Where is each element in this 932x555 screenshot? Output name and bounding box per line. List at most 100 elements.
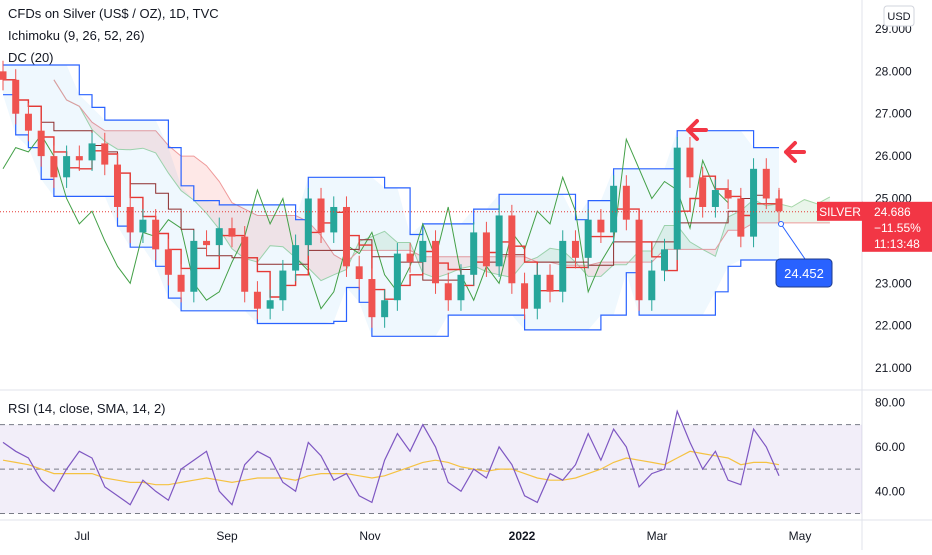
- callout-leader: [780, 223, 806, 260]
- rsi-ma-line: [2, 450, 780, 486]
- cloud-segment: [397, 242, 411, 251]
- candle-body: [342, 206, 350, 267]
- currency-label: USD: [887, 11, 910, 23]
- candle-body: [393, 253, 401, 301]
- time-tick-label: May: [789, 529, 812, 543]
- cloud-segment: [257, 215, 271, 263]
- candle-body: [648, 270, 656, 301]
- cloud-segment: [270, 215, 283, 247]
- leading-span-b: [53, 79, 830, 266]
- candle-body: [482, 232, 490, 267]
- rsi-pane: [0, 409, 862, 515]
- price-tick-label: 23.000: [875, 276, 912, 290]
- rsi-line: [2, 409, 780, 506]
- candle-body: [0, 71, 7, 80]
- cloud-segment: [155, 130, 169, 174]
- cloud-segment: [384, 231, 398, 251]
- candle-body: [101, 143, 109, 165]
- candle-body: [762, 168, 770, 199]
- candle-body: [635, 219, 643, 301]
- candle-body: [355, 266, 363, 280]
- chart-title: CFDs on Silver (US$ / OZ), 1D, TVC: [8, 6, 219, 21]
- candle-body: [12, 79, 20, 114]
- candle-body: [368, 279, 376, 318]
- candle-body: [559, 240, 567, 292]
- candle-body: [775, 198, 783, 212]
- candle-body: [75, 156, 83, 161]
- change-label: −11.55%: [874, 221, 921, 235]
- candle-body: [24, 113, 32, 131]
- price-tick-label: 22.000: [875, 319, 912, 333]
- ichimoku-legend: Ichimoku (9, 26, 52, 26): [8, 28, 145, 43]
- cloud-segment: [104, 130, 118, 150]
- time-tick-label: Jul: [74, 529, 89, 543]
- cloud-segment: [613, 262, 627, 265]
- candle-body: [432, 240, 440, 284]
- cloud-segment: [333, 254, 347, 275]
- price-tick-label: 28.000: [875, 64, 912, 78]
- time-tick-label: 2022: [509, 529, 536, 543]
- candle-body: [292, 245, 300, 271]
- cloud-segment: [371, 231, 385, 251]
- cloud-segment: [142, 130, 156, 153]
- price-tick-label: 27.000: [875, 107, 912, 121]
- cloud-segment: [651, 225, 665, 263]
- candle-body: [164, 249, 172, 275]
- countdown-label: 11:13:48: [874, 237, 920, 251]
- candle-body: [610, 185, 618, 233]
- cloud-segment: [206, 165, 220, 230]
- candle-body: [228, 228, 236, 237]
- candle-body: [241, 236, 249, 292]
- symbol-badge: [817, 201, 863, 221]
- candle-body: [711, 190, 719, 207]
- candle-body: [470, 232, 478, 275]
- candle-body: [50, 156, 58, 178]
- candle-body: [317, 198, 325, 233]
- price-badges: SILVER 24.686 −11.55% 11:13:48: [817, 201, 932, 252]
- candle-body: [508, 215, 516, 284]
- candle-body: [686, 147, 694, 178]
- cloud-segment: [130, 130, 143, 150]
- candle-body: [750, 168, 758, 237]
- last-price-label: 24.686: [874, 205, 911, 219]
- cloud-segment: [92, 122, 105, 142]
- cloud-segment: [181, 156, 194, 201]
- candle-body: [177, 274, 185, 292]
- candle-body: [419, 240, 427, 263]
- candle-body: [724, 190, 732, 199]
- candle-body: [126, 206, 134, 233]
- target-price-box: [775, 258, 833, 288]
- candle-body: [139, 219, 147, 233]
- candle-body: [279, 270, 287, 301]
- left-arrow-annotation: [686, 119, 708, 141]
- candle-body: [406, 253, 414, 263]
- candle-body: [495, 215, 503, 267]
- cloud-segment: [117, 130, 131, 150]
- candle-body: [203, 240, 211, 246]
- rsi-tick-label: 40.00: [875, 484, 905, 498]
- candle-body: [546, 274, 554, 292]
- candle-body: [661, 249, 669, 271]
- donchian-upper: [3, 64, 779, 236]
- candle-body: [533, 274, 541, 309]
- candles: [0, 60, 783, 328]
- target-price-label: 24.452: [784, 266, 824, 281]
- candle-body: [444, 283, 452, 301]
- donchian-legend: DC (20): [8, 50, 54, 65]
- last-price-badge: [862, 201, 932, 252]
- cloud-segment: [321, 235, 334, 281]
- price-tick-label: 21.000: [875, 361, 912, 375]
- lagging-span-line: [2, 134, 729, 310]
- donchian-lower: [3, 94, 779, 337]
- candle-body: [457, 274, 465, 301]
- time-tick-label: Mar: [647, 529, 668, 543]
- candle-body: [381, 300, 389, 318]
- candle-body: [699, 177, 707, 207]
- cloud-segment: [537, 248, 550, 263]
- candle-body: [521, 283, 529, 309]
- cloud-segment: [168, 145, 182, 191]
- candle-body: [266, 300, 274, 309]
